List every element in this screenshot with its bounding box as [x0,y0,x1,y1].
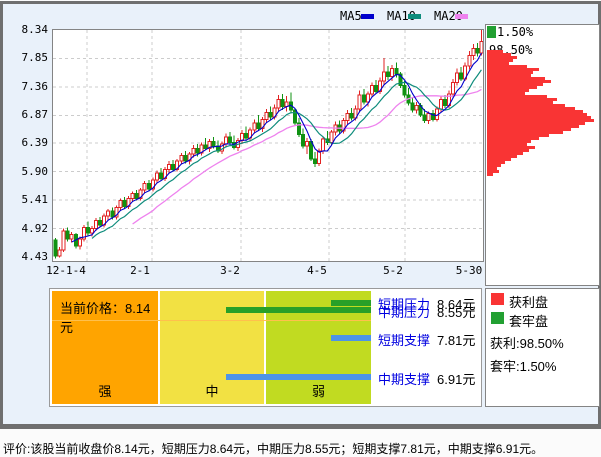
profit-volume-row [487,143,527,146]
y-tick-label: 4.43 [21,250,49,263]
candlestick-canvas [53,30,483,261]
profit-volume-row [487,74,531,77]
profit-volume-row [487,110,583,113]
profit-volume-row [487,173,493,176]
ma20-legend-swatch [455,14,468,19]
mid-support-row: 中期支撑 6.91元 [378,372,476,387]
profit-volume-row [487,101,553,104]
chip-legend-panel: 获利盘 套牢盘 获利:98.50% 套牢:1.50% [485,288,600,407]
profit-volume-row [487,71,533,74]
gauge-divider-line [52,320,371,321]
y-tick-label: 8.34 [21,23,49,36]
profit-volume-row [487,104,565,107]
profit-volume-row [487,161,505,164]
profit-volume-row [487,65,527,68]
profit-volume-row [487,146,535,149]
y-tick-label: 4.92 [21,221,49,235]
profit-volume-row [487,50,503,53]
profit-volume-row [487,149,529,152]
profit-volume-row [487,158,511,161]
profit-volume-row [487,56,517,59]
profit-volume-row [487,98,557,101]
short-pressure-row: 短期压力 8.64元 [378,297,476,312]
mid-pressure-bar [226,307,371,313]
trapped-chips-label: 套牢盘 [509,314,549,329]
profit-volume-row [487,113,587,116]
profit-volume-row [487,59,513,62]
gauge-weak-label: 弱 [311,384,325,399]
profit-volume-row [487,167,497,170]
ma5-legend-swatch [361,14,374,19]
profit-chips-label: 获利盘 [509,295,549,310]
y-tick-label: 5.90 [21,164,49,178]
x-tick-label: 4-5 [307,264,327,277]
profit-volume-row [487,152,523,155]
x-tick-label: 5-2 [383,264,403,277]
evaluation-text: 评价:该股当前收盘价8.14元，短期压力8.64元，中期压力8.55元；短期支撑… [3,442,544,456]
short-support-row: 短期支撑 7.81元 [378,333,476,348]
profit-volume-row [487,119,594,122]
profit-volume-row [487,137,539,140]
trapped-pct-label: 1.50% [497,25,534,39]
profit-chips-swatch [491,293,504,305]
trapped-chips-swatch [491,312,504,324]
status-bar: 评价:该股当前收盘价8.14元，短期压力8.64元，中期压力8.55元；短期支撑… [3,440,599,457]
profit-volume-row [487,116,591,119]
profit-volume-row [487,77,545,80]
profit-volume-row [487,107,575,110]
x-tick-label: 2-1 [130,264,150,277]
y-tick-label: 6.39 [21,136,49,150]
profit-volume-row [487,155,517,158]
profit-volume-row [487,140,531,143]
profit-volume-row [487,62,509,65]
mid-support-bar [226,374,371,380]
profit-volume-row [487,122,585,125]
gauge-medium-label: 中 [205,384,219,399]
candlestick-chart[interactable] [52,29,484,262]
trapped-chips-bar [487,26,496,38]
chart-frame: MA5 MA10 MA20 8.34 7.85 7.36 6.87 6.39 5.90 5.… [0,1,601,429]
profit-volume-row [487,134,549,137]
strength-gauge-panel: 当前价格：8.14元 强 中 弱 短期压力 8.64元 中期压力 8.55元 短期支… [49,288,482,407]
profit-volume-row [487,80,551,83]
profit-ratio-text: 获利:98.50% [490,336,564,351]
y-tick-label: 7.85 [21,51,49,65]
profit-volume-row [487,125,579,128]
gauge-strong-column: 当前价格：8.14元 强 [52,291,158,404]
x-tick-label: 12-1-4 [46,264,86,277]
profit-volume-row [487,53,511,56]
x-tick-label: 3-2 [220,264,240,277]
profit-volume-row [487,95,547,98]
gauge-strong-label: 强 [98,384,112,399]
profit-volume-row [487,164,501,167]
short-pressure-bar [331,300,371,306]
y-tick-label: 5.41 [21,193,49,207]
current-price-label: 当前价格：8.14元 [60,301,151,335]
ma10-legend-label: MA10 [387,9,416,23]
trapped-ratio-text: 套牢:1.50% [490,359,557,374]
ma20-legend-label: MA20 [434,9,463,23]
y-tick-label: 7.36 [21,79,49,93]
profit-volume-row [487,89,529,92]
mid-pressure-row: 中期压力 8.55元 [378,305,476,320]
y-tick-label: 6.87 [21,108,49,122]
short-support-bar [331,335,371,341]
profit-volume-row [487,92,525,95]
profit-volume-row [487,128,571,131]
profit-volume-row [487,170,499,173]
x-tick-label: 5-30 [455,264,483,277]
ma5-legend-label: MA5 [340,9,362,23]
chip-distribution-panel: 1.50% 98.50% [485,24,600,286]
ma10-legend-swatch [408,14,421,19]
profit-volume-row [487,86,537,89]
profit-volume-row [487,131,563,134]
profit-volume-row [487,68,539,71]
profit-volume-row [487,83,543,86]
